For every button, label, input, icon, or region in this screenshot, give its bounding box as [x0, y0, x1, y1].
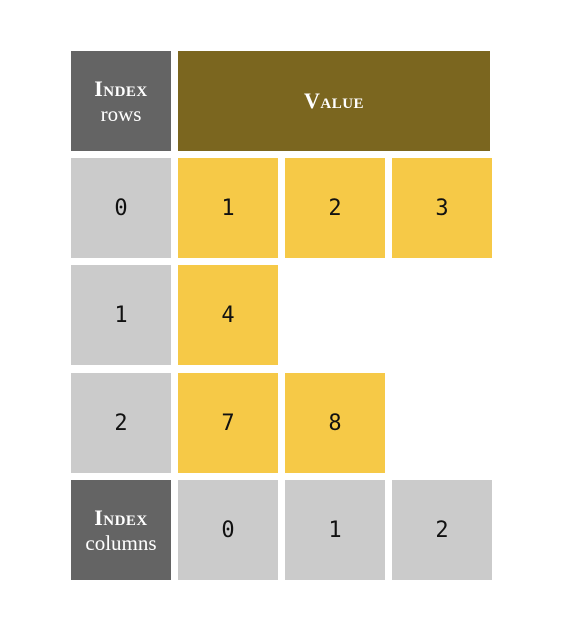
- value-cell-0-1: 2: [285, 158, 385, 258]
- value-cell-2-1: 8: [285, 373, 385, 473]
- value-header: Value: [178, 51, 490, 151]
- index-rows-header: Index rows: [71, 51, 171, 151]
- index-columns-header-subtitle: columns: [85, 530, 157, 555]
- value-header-title: Value: [303, 88, 365, 113]
- row-index-0: 0: [71, 158, 171, 258]
- column-index-1: 1: [285, 480, 385, 580]
- column-index-2: 2: [392, 480, 492, 580]
- value-cell-0-0: 1: [178, 158, 278, 258]
- value-cell-0-2: 3: [392, 158, 492, 258]
- column-index-0: 0: [178, 480, 278, 580]
- index-columns-header-title: Index: [94, 504, 148, 530]
- index-columns-header: Index columns: [71, 480, 171, 580]
- index-rows-header-subtitle: rows: [100, 101, 142, 126]
- value-cell-2-0: 7: [178, 373, 278, 473]
- value-cell-1-0: 4: [178, 265, 278, 365]
- index-rows-header-title: Index: [94, 75, 148, 101]
- row-index-1: 1: [71, 265, 171, 365]
- row-index-2: 2: [71, 373, 171, 473]
